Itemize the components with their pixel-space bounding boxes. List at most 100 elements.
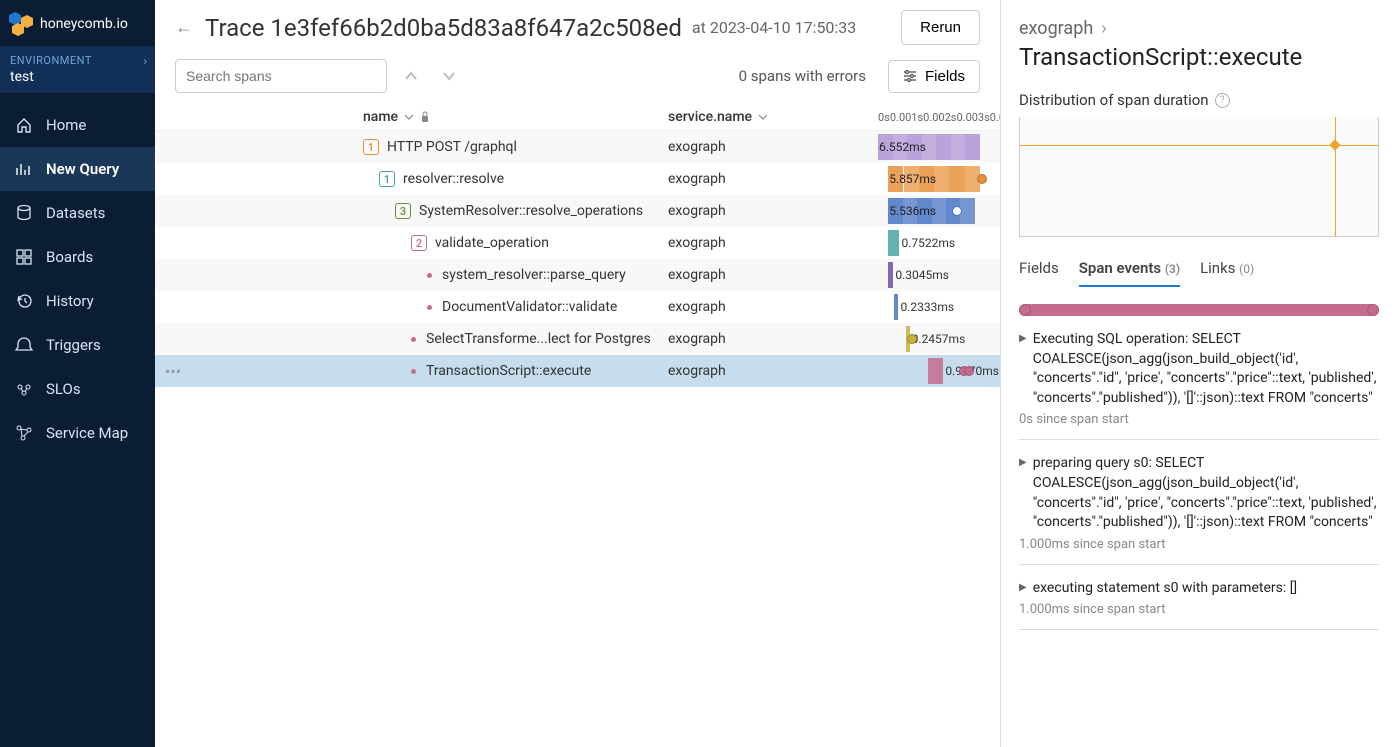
chevron-right-icon: › <box>1101 18 1106 39</box>
search-spans-input[interactable] <box>175 59 387 93</box>
service-name: exograph <box>668 139 878 155</box>
detail-tabs: Fields Span events (3) Links (0) <box>1019 259 1379 288</box>
nav-item-home[interactable]: Home <box>0 103 155 147</box>
span-event-marker <box>907 334 917 344</box>
nav-item-new-query[interactable]: New Query <box>0 147 155 191</box>
service-name: exograph <box>668 331 878 347</box>
nav-label: History <box>46 292 94 310</box>
span-name: DocumentValidator::validate <box>442 299 617 315</box>
span-row[interactable]: 2validate_operationexograph0.7522ms <box>155 227 1000 259</box>
event-since: 1.000ms since span start <box>1019 602 1379 617</box>
nav-label: Home <box>46 116 86 134</box>
environment-label: ENVIRONMENT <box>10 54 145 67</box>
service-name: exograph <box>668 171 878 187</box>
tab-span-events[interactable]: Span events (3) <box>1079 259 1180 287</box>
fields-button[interactable]: Fields <box>888 60 980 93</box>
nav-label: SLOs <box>46 380 81 398</box>
service-name: exograph <box>668 299 878 315</box>
span-row[interactable]: 3 SystemResolver::resolve_operations exogr… <box>155 195 1000 227</box>
header: ← Trace 1e3fef66b2d0ba5d83a8f647a2c508ed… <box>155 0 1000 45</box>
datasets-icon <box>14 203 34 223</box>
span-event[interactable]: ▶executing statement s0 with parameters:… <box>1019 579 1379 631</box>
span-timeline: 6.552ms <box>878 134 980 160</box>
caret-right-icon: ▶ <box>1019 581 1027 595</box>
nav-item-service-map[interactable]: Service Map <box>0 411 155 455</box>
event-since: 1.000ms since span start <box>1019 537 1379 552</box>
span-row[interactable]: •••TransactionScript::executeexograph0.9… <box>155 355 1000 387</box>
column-name[interactable]: name <box>363 109 668 124</box>
distribution-label: Distribution of span duration ? <box>1019 91 1379 109</box>
logo-icon <box>8 11 38 37</box>
nav-item-history[interactable]: History <box>0 279 155 323</box>
chevron-down-icon <box>404 112 414 122</box>
detail-title: TransactionScript::execute <box>1019 43 1379 71</box>
rerun-button[interactable]: Rerun <box>901 10 980 45</box>
toolbar: 0 spans with errors Fields <box>155 45 1000 103</box>
span-row[interactable]: DocumentValidator::validate exograph0.233… <box>155 291 1000 323</box>
service-map-icon <box>14 423 34 443</box>
distribution-chart[interactable] <box>1019 117 1379 237</box>
span-name: validate_operation <box>435 235 549 251</box>
events-timeline-bar[interactable] <box>1019 304 1379 316</box>
span-duration: 0.3045ms <box>895 268 949 282</box>
span-name: HTTP POST /graphql <box>387 139 517 155</box>
nav-item-triggers[interactable]: Triggers <box>0 323 155 367</box>
prev-result-button[interactable] <box>397 62 425 90</box>
span-name: SelectTransforme...lect for Postgres <box>426 331 651 347</box>
next-result-button[interactable] <box>435 62 463 90</box>
triggers-icon <box>14 335 34 355</box>
main: ← Trace 1e3fef66b2d0ba5d83a8f647a2c508ed… <box>155 0 1000 747</box>
span-timeline: 0.2333ms <box>878 294 980 320</box>
tab-fields[interactable]: Fields <box>1019 259 1059 287</box>
nav-label: Service Map <box>46 424 128 442</box>
column-service[interactable]: service.name <box>668 109 878 124</box>
nav-label: Triggers <box>46 336 101 354</box>
nav-item-slos[interactable]: SLOs <box>0 367 155 411</box>
tab-links[interactable]: Links (0) <box>1200 259 1254 287</box>
errors-count: 0 spans with errors <box>739 67 866 85</box>
leaf-dot-icon <box>411 369 416 374</box>
span-event[interactable]: ▶ Executing SQL operation: SELECT COALESC… <box>1019 330 1379 440</box>
span-timeline: 0.2457ms <box>878 326 980 352</box>
logo[interactable]: honeycomb.io <box>0 0 155 46</box>
detail-breadcrumb[interactable]: exograph › <box>1019 18 1379 39</box>
chevron-right-icon: › <box>143 54 147 68</box>
span-timeline: 5.857ms <box>878 166 980 192</box>
child-count-badge: 3 <box>395 203 411 219</box>
nav-item-boards[interactable]: Boards <box>0 235 155 279</box>
help-icon[interactable]: ? <box>1215 93 1230 108</box>
span-row[interactable]: SelectTransforme...lect for Postgres exog… <box>155 323 1000 355</box>
leaf-dot-icon <box>427 273 432 278</box>
chevron-down-icon <box>758 112 768 122</box>
span-timeline: 0.9970ms <box>878 358 980 384</box>
timeline-tick: 0.001s <box>890 111 923 124</box>
home-icon <box>14 115 34 135</box>
span-row[interactable]: system_resolver::parse_queryexograph0.30… <box>155 259 1000 291</box>
fields-label: Fields <box>925 68 965 85</box>
boards-icon <box>14 247 34 267</box>
back-button[interactable]: ← <box>175 17 199 38</box>
timeline-tick: 0.003s <box>956 111 989 124</box>
nav-label: Datasets <box>46 204 105 222</box>
service-name: exograph <box>668 235 878 251</box>
span-row[interactable]: 1resolver::resolveexograph5.857ms <box>155 163 1000 195</box>
nav-item-datasets[interactable]: Datasets <box>0 191 155 235</box>
caret-right-icon: ▶ <box>1019 332 1027 346</box>
environment-name: test <box>10 69 145 85</box>
row-actions-icon[interactable]: ••• <box>165 362 185 381</box>
span-duration: 0.2457ms <box>912 332 966 346</box>
span-row[interactable]: 1 HTTP POST /graphql exograph6.552ms <box>155 131 1000 163</box>
event-text: Executing SQL operation: SELECT COALESCE… <box>1033 330 1379 408</box>
span-name: system_resolver::parse_query <box>442 267 626 283</box>
detail-panel: exograph › TransactionScript::execute Di… <box>1000 0 1397 747</box>
span-event[interactable]: ▶preparing query s0: SELECT COALESCE(jso… <box>1019 454 1379 564</box>
sidebar: honeycomb.io ENVIRONMENT test › Home New … <box>0 0 155 747</box>
service-name: exograph <box>668 203 878 219</box>
event-since: 0s since span start <box>1019 412 1379 427</box>
span-name: SystemResolver::resolve_operations <box>419 203 643 219</box>
span-name: TransactionScript::execute <box>426 363 591 379</box>
timeline-tick: 0.002s <box>923 111 956 124</box>
new-query-icon <box>14 159 34 179</box>
environment-selector[interactable]: ENVIRONMENT test › <box>0 46 155 93</box>
child-count-badge: 1 <box>363 139 379 155</box>
